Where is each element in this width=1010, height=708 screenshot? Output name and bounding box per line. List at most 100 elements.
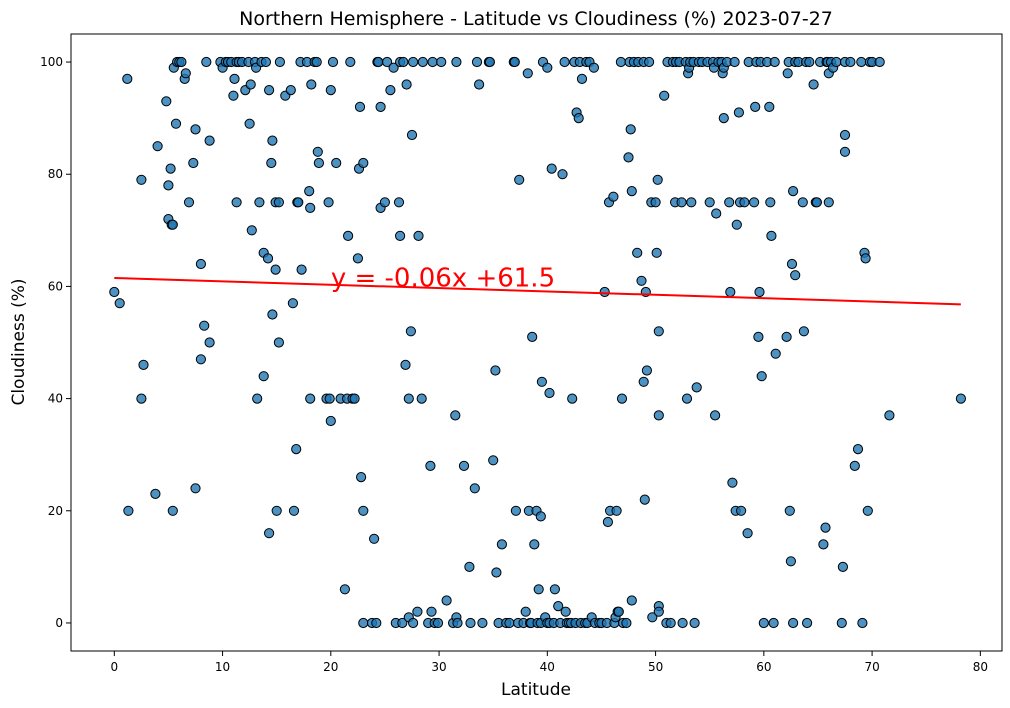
y-tick-label: 0 xyxy=(55,616,63,630)
data-point xyxy=(285,85,296,96)
data-point xyxy=(665,617,676,629)
data-point xyxy=(727,477,738,488)
data-point xyxy=(647,612,658,623)
data-point xyxy=(273,197,284,208)
data-point xyxy=(138,359,149,370)
data-point xyxy=(615,56,627,68)
data-point xyxy=(369,533,380,544)
data-point xyxy=(458,460,470,471)
data-point xyxy=(136,174,147,185)
data-point xyxy=(533,584,544,595)
data-point xyxy=(782,68,793,79)
data-point xyxy=(724,197,735,208)
data-point xyxy=(765,197,776,208)
data-point xyxy=(406,129,418,141)
plot-frame xyxy=(70,33,1003,652)
data-point xyxy=(836,617,847,629)
data-point xyxy=(165,163,176,174)
data-point xyxy=(408,56,419,68)
data-point xyxy=(704,197,715,208)
data-point xyxy=(123,505,134,516)
data-point xyxy=(710,410,721,421)
data-point xyxy=(769,56,780,68)
data-point xyxy=(267,135,278,146)
data-point xyxy=(839,146,851,157)
data-point xyxy=(339,584,350,595)
data-point xyxy=(371,617,382,629)
data-point xyxy=(790,270,801,281)
y-axis-ticks: 0 20 40 60 80 100 xyxy=(40,55,71,630)
data-point xyxy=(288,505,300,516)
data-point xyxy=(557,169,568,180)
data-point xyxy=(857,617,868,629)
data-point xyxy=(231,197,242,208)
data-point xyxy=(405,326,416,337)
data-point xyxy=(331,157,342,169)
data-point xyxy=(477,617,488,629)
data-point xyxy=(621,617,632,629)
data-point xyxy=(599,286,610,298)
data-point xyxy=(304,186,315,197)
data-point xyxy=(312,146,323,157)
data-point xyxy=(451,56,462,68)
data-point xyxy=(122,73,133,85)
x-tick-label: 60 xyxy=(756,660,771,674)
x-tick-label: 50 xyxy=(648,660,663,674)
data-point xyxy=(427,56,438,68)
data-point xyxy=(228,90,239,101)
data-point xyxy=(823,197,834,208)
data-point xyxy=(625,124,636,135)
data-point xyxy=(379,197,390,208)
data-point xyxy=(358,157,369,169)
data-point xyxy=(802,617,813,629)
data-point xyxy=(784,505,795,516)
data-point xyxy=(167,219,178,230)
data-point xyxy=(522,68,533,79)
data-point xyxy=(417,56,428,68)
x-tick-label: 20 xyxy=(323,660,338,674)
data-point xyxy=(616,393,628,404)
data-point xyxy=(349,393,360,404)
data-point xyxy=(204,135,215,146)
data-point xyxy=(808,79,819,90)
data-point xyxy=(388,62,399,73)
data-point xyxy=(195,354,206,365)
data-point xyxy=(754,286,765,298)
data-point xyxy=(860,253,871,264)
data-point xyxy=(553,601,564,612)
data-point xyxy=(264,85,275,96)
data-point xyxy=(785,556,797,567)
data-point xyxy=(739,197,750,208)
y-tick-label: 40 xyxy=(48,392,63,406)
data-point xyxy=(190,124,201,135)
data-point xyxy=(608,191,619,202)
data-point xyxy=(325,415,336,427)
data-point xyxy=(781,331,792,342)
data-point xyxy=(753,331,764,342)
data-point xyxy=(546,163,557,174)
data-point xyxy=(632,247,643,258)
data-point xyxy=(653,410,664,421)
data-point xyxy=(862,505,873,516)
data-point xyxy=(651,247,662,258)
data-point xyxy=(560,606,571,617)
data-point xyxy=(742,528,753,539)
data-point xyxy=(559,56,570,68)
data-point xyxy=(325,85,336,96)
data-point xyxy=(266,157,277,169)
data-point xyxy=(450,410,461,421)
data-point xyxy=(188,157,199,169)
x-tick-label: 10 xyxy=(215,660,230,674)
data-point xyxy=(529,539,540,550)
data-point xyxy=(306,79,317,90)
data-point xyxy=(749,197,760,208)
data-point xyxy=(536,376,548,387)
data-point xyxy=(305,393,316,404)
data-point xyxy=(327,56,339,68)
x-tick-label: 80 xyxy=(973,660,988,674)
data-point xyxy=(711,208,722,219)
data-point xyxy=(352,253,363,264)
data-point xyxy=(884,410,895,421)
data-point xyxy=(436,56,447,68)
data-point xyxy=(786,258,798,270)
